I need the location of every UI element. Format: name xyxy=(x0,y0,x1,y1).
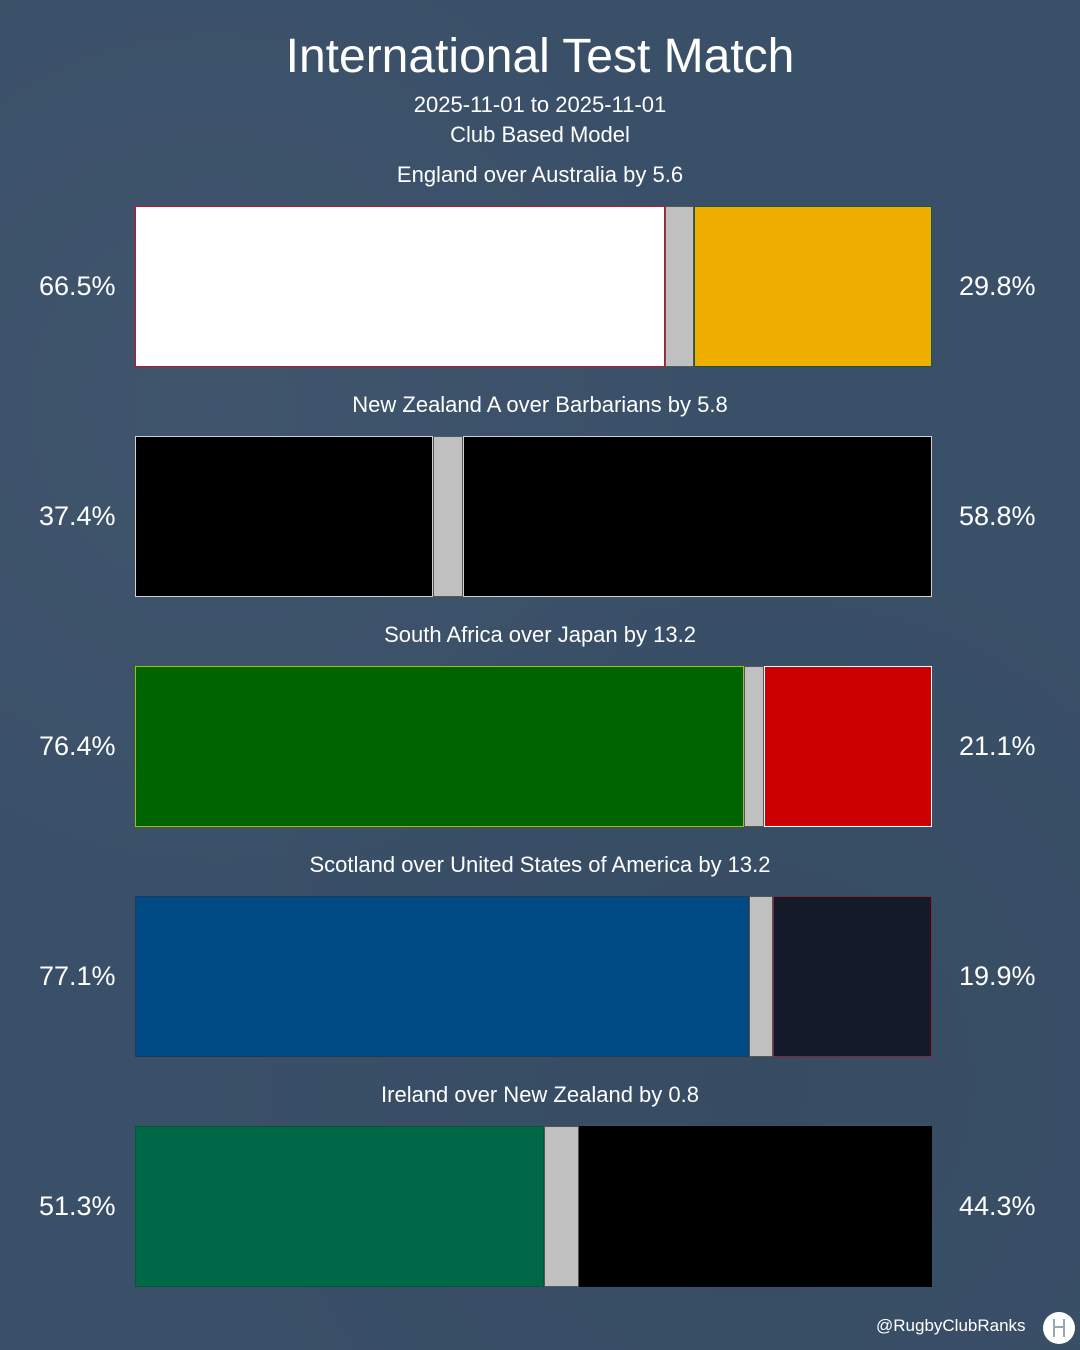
home-win-probability: 37.4% xyxy=(39,501,116,531)
probability-bar xyxy=(135,1126,932,1287)
away-win-probability: 21.1% xyxy=(959,731,1036,761)
home-win-probability: 76.4% xyxy=(39,731,116,761)
home-win-probability: 51.3% xyxy=(39,1191,116,1221)
probability-bar xyxy=(135,436,932,597)
probability-bar xyxy=(135,666,932,827)
match-label: New Zealand A over Barbarians by 5.8 xyxy=(352,392,728,417)
home-win-probability: 66.5% xyxy=(39,271,116,301)
probability-bar xyxy=(135,896,932,1057)
away-segment xyxy=(578,1126,932,1287)
draw-segment xyxy=(743,666,764,827)
home-segment xyxy=(135,896,750,1057)
home-segment xyxy=(135,666,744,827)
away-win-probability: 44.3% xyxy=(959,1191,1036,1221)
away-segment xyxy=(763,666,932,827)
home-segment xyxy=(135,206,665,367)
away-segment xyxy=(694,206,932,367)
away-win-probability: 58.8% xyxy=(959,501,1036,531)
draw-segment xyxy=(543,1126,579,1287)
probability-bar xyxy=(135,206,932,367)
draw-segment xyxy=(749,896,774,1057)
home-segment xyxy=(135,1126,544,1287)
draw-segment xyxy=(433,436,464,597)
away-segment xyxy=(773,896,932,1057)
footer-handle: @RugbyClubRanks xyxy=(876,1316,1026,1335)
home-win-probability: 77.1% xyxy=(39,961,116,991)
rugby-posts-icon xyxy=(1043,1312,1075,1344)
match-label: England over Australia by 5.6 xyxy=(396,162,684,187)
match-label: Scotland over United States of America b… xyxy=(309,852,771,877)
match-label: Ireland over New Zealand by 0.8 xyxy=(381,1082,699,1107)
chart-title: International Test Match xyxy=(285,30,795,83)
draw-segment xyxy=(665,206,695,367)
away-segment xyxy=(463,436,932,597)
home-segment xyxy=(135,436,434,597)
chart-date-range: 2025-11-01 to 2025-11-01 xyxy=(413,92,667,117)
match-label: South Africa over Japan by 13.2 xyxy=(384,622,696,647)
chart-model-name: Club Based Model xyxy=(450,122,630,147)
away-win-probability: 19.9% xyxy=(959,961,1036,991)
away-win-probability: 29.8% xyxy=(959,271,1036,301)
